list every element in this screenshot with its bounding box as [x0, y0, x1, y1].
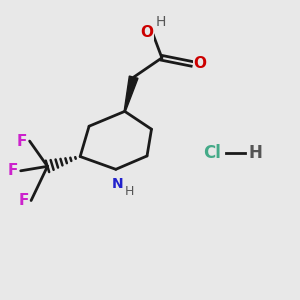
Text: O: O	[194, 56, 206, 71]
Text: H: H	[155, 15, 166, 29]
Polygon shape	[124, 76, 138, 112]
Text: Cl: Cl	[203, 144, 221, 162]
Text: O: O	[140, 25, 154, 40]
Text: F: F	[8, 163, 19, 178]
Text: H: H	[249, 144, 262, 162]
Text: N: N	[112, 177, 123, 190]
Text: F: F	[19, 193, 29, 208]
Text: H: H	[124, 185, 134, 198]
Text: F: F	[17, 134, 27, 148]
